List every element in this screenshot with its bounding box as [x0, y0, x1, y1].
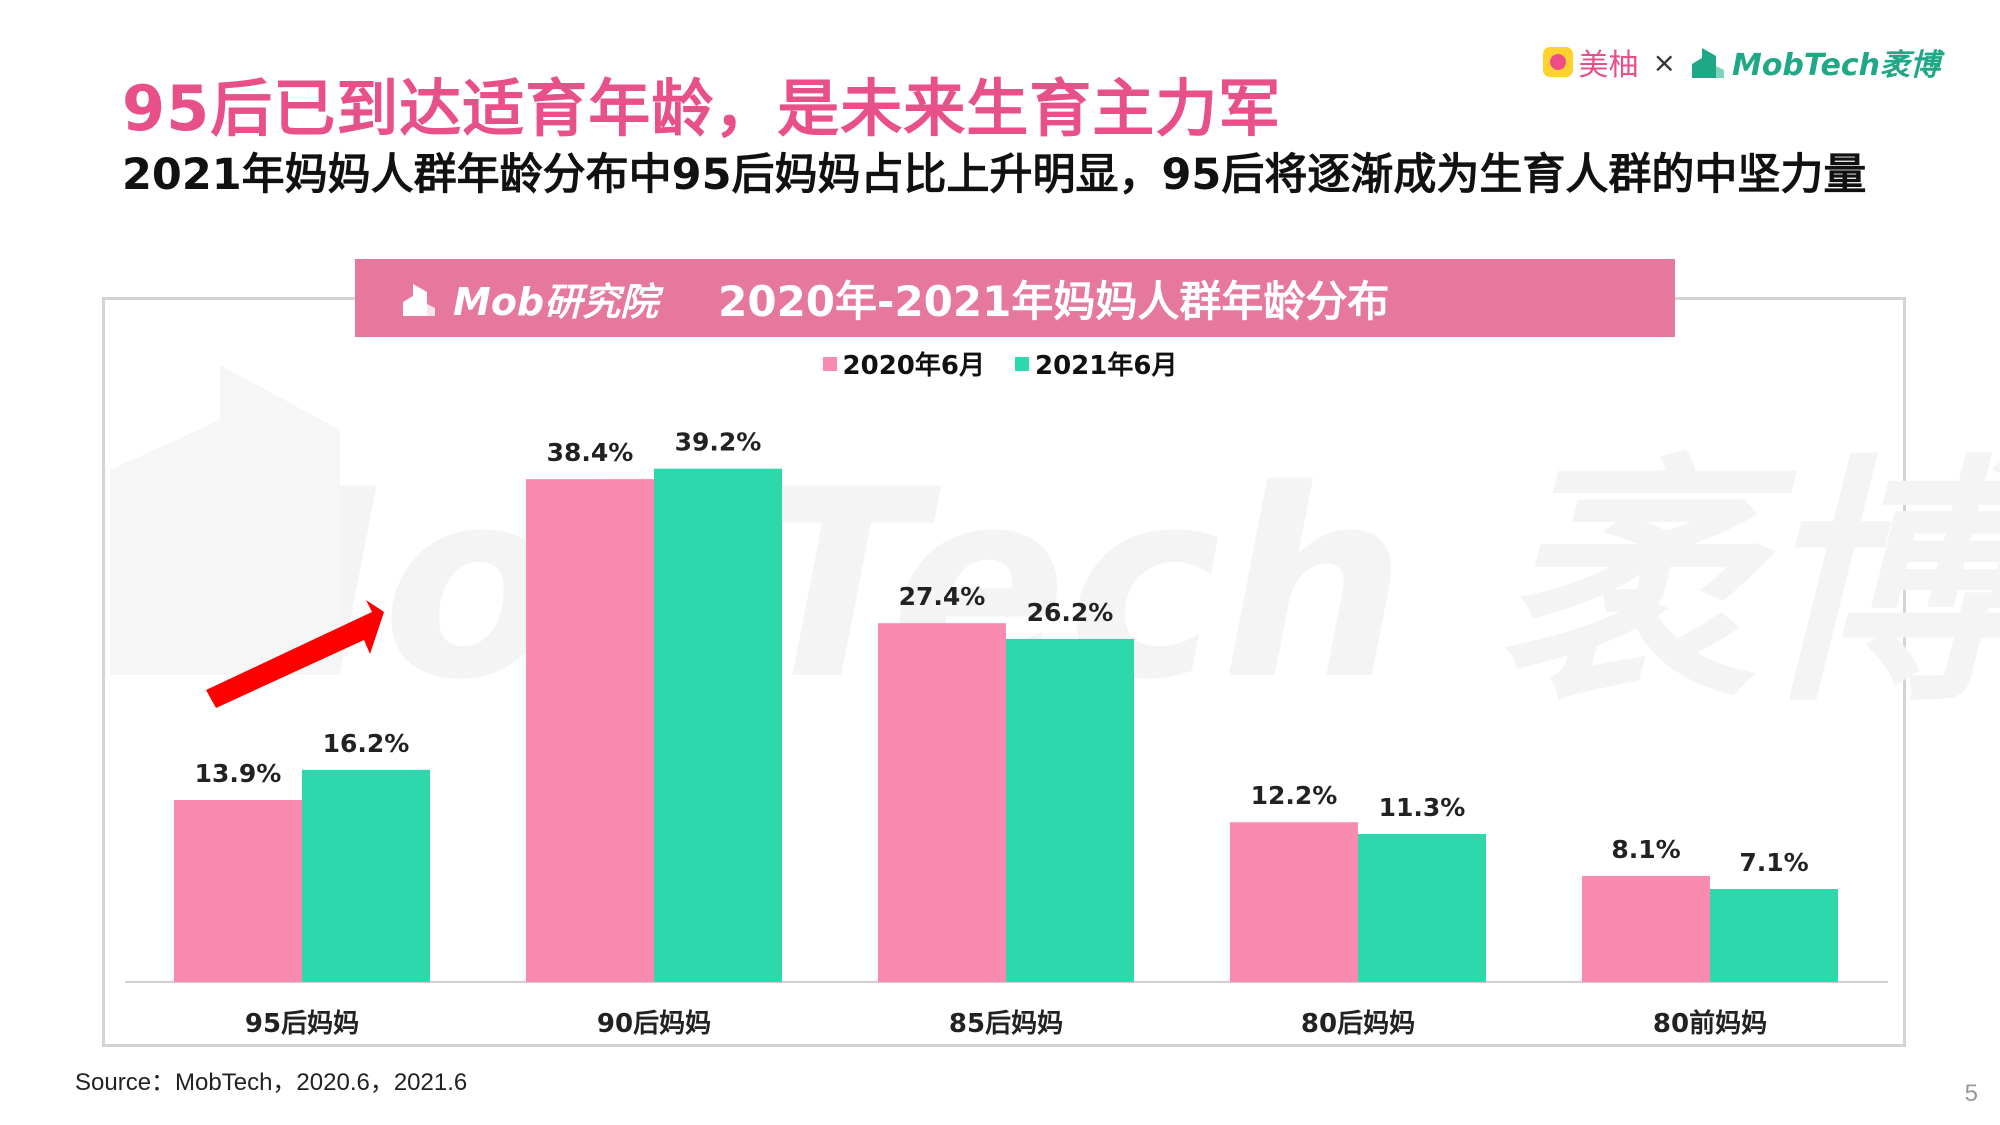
bar-2021-3 — [1358, 834, 1486, 982]
times-sign: × — [1652, 45, 1676, 79]
bar-2021-0 — [302, 769, 430, 982]
x-tick-label-4: 80前妈妈 — [1653, 1008, 1767, 1039]
bar-2021-1 — [654, 468, 782, 983]
institute-logo: Mob研究院 — [401, 271, 658, 326]
meiyou-label: 美柚 — [1578, 48, 1639, 83]
data-label-2020-4: 8.1% — [1611, 835, 1680, 864]
institute-label: Mob研究院 — [453, 279, 659, 324]
data-label-2021-1: 39.2% — [675, 428, 762, 457]
legend-swatch-2020 — [822, 356, 837, 371]
mobtech-logo-icon — [1691, 48, 1724, 78]
data-label-2020-1: 38.4% — [547, 438, 634, 467]
page-subtitle: 2021年妈妈人群年龄分布中95后妈妈占比上升明显，95后将逐渐成为生育人群的中… — [122, 150, 1867, 200]
data-label-2021-4: 7.1% — [1739, 848, 1808, 877]
mobtech-label: MobTech袤博 — [1731, 48, 1940, 83]
page-title: 95后已到达适育年龄，是未来生育主力军 — [122, 72, 1282, 145]
bar-2021-2 — [1006, 638, 1134, 982]
bar-2020-3 — [1230, 822, 1358, 982]
bar-2020-1 — [526, 479, 654, 982]
x-tick-label-3: 80后妈妈 — [1301, 1009, 1415, 1039]
mob-institute-icon — [403, 284, 435, 316]
data-label-2021-0: 16.2% — [323, 729, 410, 758]
bar-2020-0 — [174, 799, 302, 982]
legend-label-2021: 2021年6月 — [1035, 351, 1178, 381]
legend-label-2020: 2020年6月 — [842, 351, 985, 381]
legend-item-2021: 2021年6月 — [1015, 345, 1177, 382]
source-note: Source：MobTech，2020.6，2021.6 — [75, 1069, 468, 1096]
trend-arrow-icon — [206, 600, 384, 708]
data-label-2021-2: 26.2% — [1027, 598, 1114, 627]
chart-banner: Mob研究院 2020年-2021年妈妈人群年龄分布 — [355, 259, 1675, 337]
data-label-2020-0: 13.9% — [195, 759, 282, 788]
data-label-2020-2: 27.4% — [899, 582, 986, 611]
watermark-logo-right — [220, 365, 340, 675]
legend-item-2020: 2020年6月 — [822, 345, 985, 382]
chart-legend: 2020年6月 2021年6月 — [0, 345, 2000, 382]
x-tick-label-0: 95后妈妈 — [245, 1009, 359, 1039]
data-label-2020-3: 12.2% — [1251, 781, 1338, 810]
bar-2021-4 — [1710, 889, 1838, 982]
legend-swatch-2021 — [1015, 356, 1029, 371]
x-tick-label-2: 85后妈妈 — [949, 1009, 1063, 1039]
bar-2020-2 — [878, 623, 1006, 982]
page-number: 5 — [1964, 1080, 1978, 1107]
meiyou-logo-icon — [1542, 47, 1573, 77]
data-label-2021-3: 11.3% — [1379, 793, 1466, 822]
chart-title: 2020年-2021年妈妈人群年龄分布 — [718, 276, 1390, 326]
watermark-logo-left — [110, 420, 220, 675]
brand-logos: 美柚 × MobTech袤博 — [1542, 40, 1940, 84]
bar-2020-4 — [1582, 875, 1710, 982]
x-tick-label-1: 90后妈妈 — [597, 1009, 711, 1039]
